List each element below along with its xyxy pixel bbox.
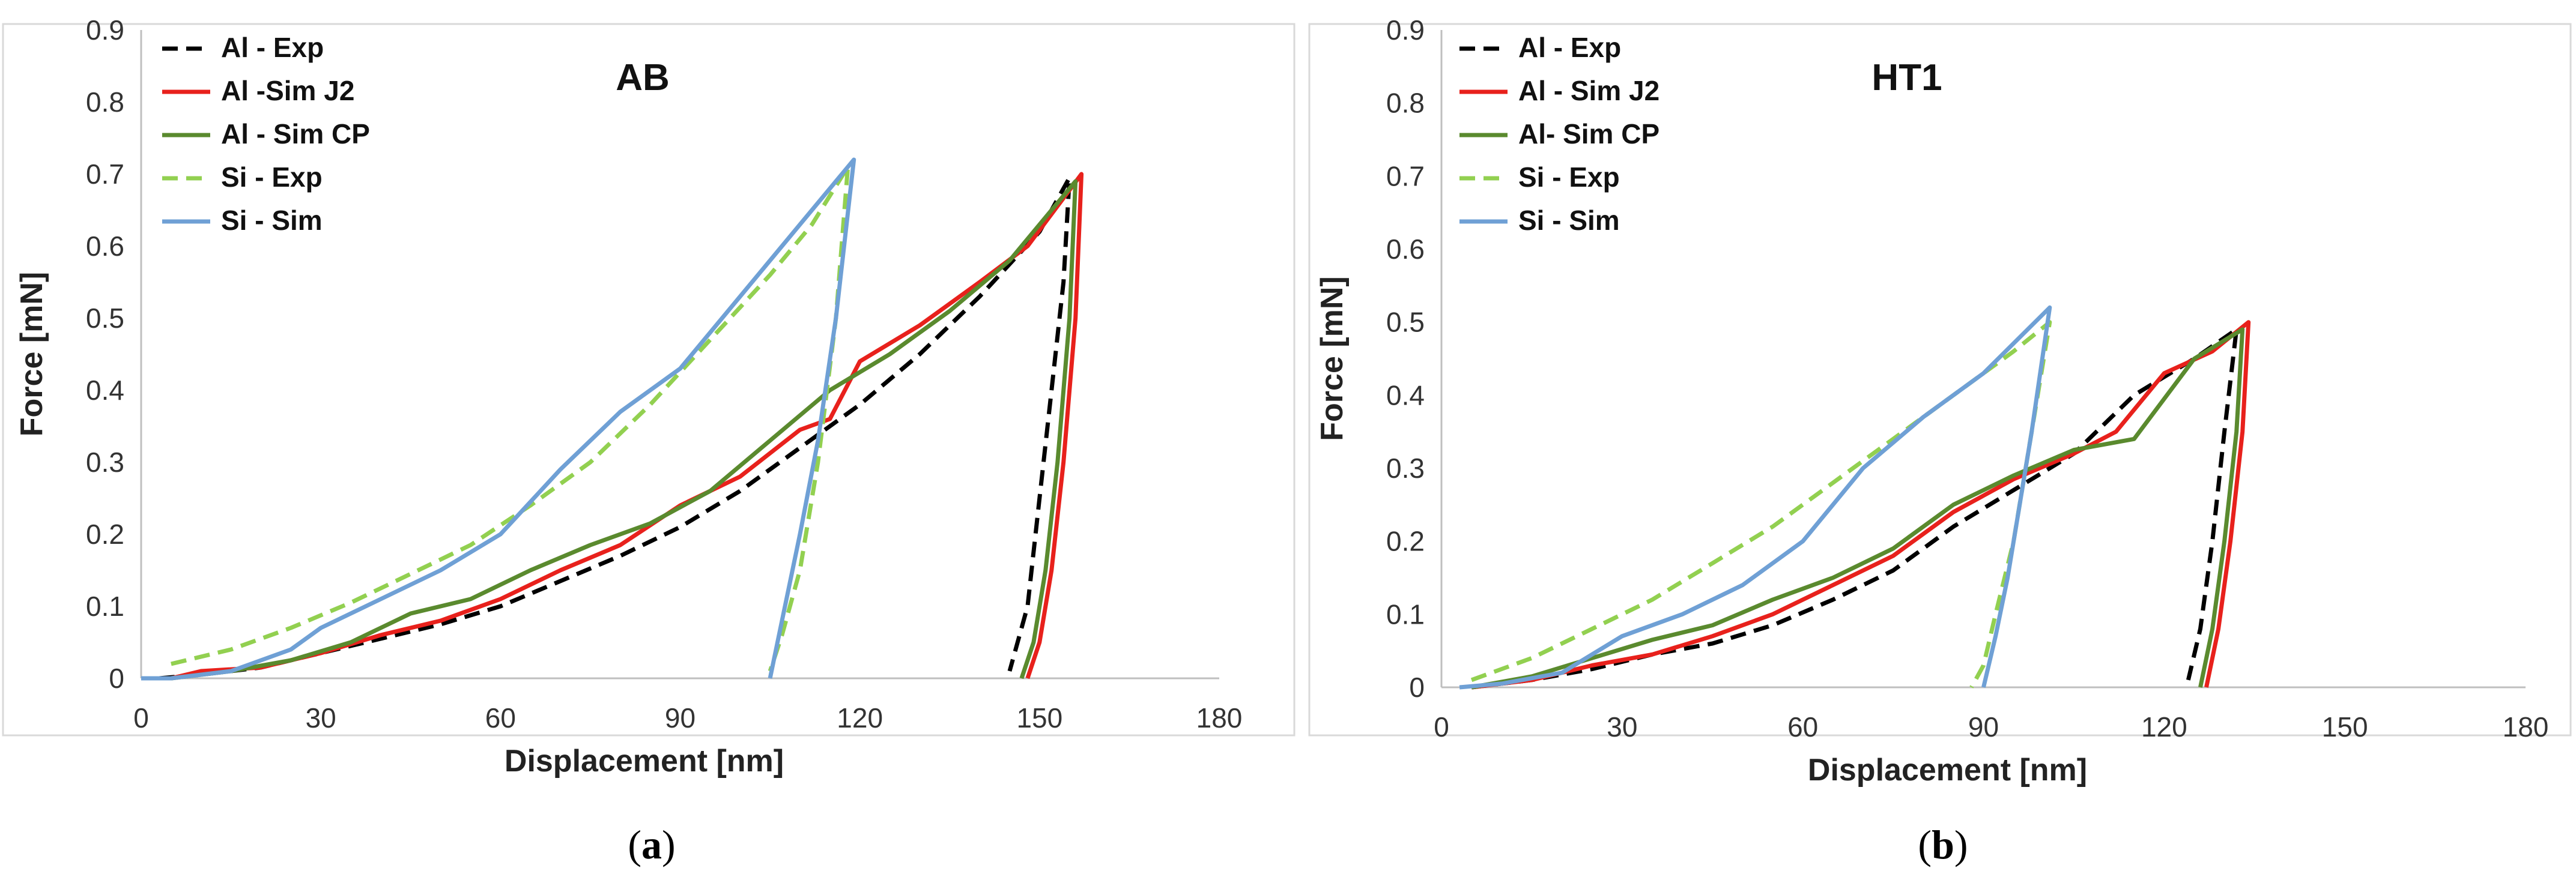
caption-letter: b xyxy=(1932,822,1954,867)
y-tick-label: 0.7 xyxy=(86,158,124,190)
y-tick-label: 0.6 xyxy=(86,231,124,262)
y-tick-label: 0.1 xyxy=(1386,598,1425,630)
legend-label: Si - Sim xyxy=(1518,205,1620,236)
x-tick-label: 180 xyxy=(2503,711,2549,743)
x-tick-label: 120 xyxy=(2141,711,2187,743)
y-tick-label: 0.3 xyxy=(86,447,124,478)
y-tick-label: 0.2 xyxy=(86,519,124,550)
legend-label: Al - Exp xyxy=(221,32,324,63)
y-tick-label: 0.5 xyxy=(86,303,124,334)
x-tick-label: 30 xyxy=(1607,711,1637,743)
y-tick-label: 0.3 xyxy=(1386,453,1425,484)
chart-panel-b: 0 0.1 0.2 0.3 0.4 0.5 0.6 0.7 0.8 0.9 0 30 60 90 120 15… xyxy=(1308,14,2572,867)
y-tick-label: 0.7 xyxy=(1386,160,1425,191)
y-tick-label: 0 xyxy=(1409,672,1425,703)
series-line-2 xyxy=(1471,320,2251,690)
chart-frame xyxy=(1308,23,2572,737)
figure-caption: (b) xyxy=(1918,822,1968,867)
series-line-5 xyxy=(1459,305,2052,690)
x-axis-title: Displacement [nm] xyxy=(505,744,784,779)
x-tick-label: 180 xyxy=(1196,702,1243,734)
x-tick-label: 30 xyxy=(306,702,336,734)
legend-label: Al - Sim J2 xyxy=(1518,75,1659,106)
y-tick-label: 0.9 xyxy=(1386,14,1425,46)
x-tick-label: 90 xyxy=(1968,711,1999,743)
chart-panel-a: 0 0.1 0.2 0.3 0.4 0.5 0.6 0.7 0.8 0.9 0 30 60 90 120 15… xyxy=(2,14,1296,867)
y-tick-label: 0.2 xyxy=(1386,526,1425,557)
x-tick-label: 150 xyxy=(1016,702,1062,734)
x-tick-label: 60 xyxy=(1787,711,1818,743)
legend-label: Al - Exp xyxy=(1518,32,1621,63)
series-line-4 xyxy=(1470,320,2052,689)
series-line-3 xyxy=(1471,327,2245,690)
legend: Al - Exp Al -Sim J2 Al - Sim CP Si - Exp Si … xyxy=(162,32,370,236)
panel-title: HT1 xyxy=(1871,57,1942,98)
legend-label: Al -Sim J2 xyxy=(221,75,354,106)
x-tick-label: 0 xyxy=(1434,711,1449,743)
legend-label: Al- Sim CP xyxy=(1518,118,1659,149)
y-tick-label: 0.4 xyxy=(1386,379,1425,411)
series-group xyxy=(141,157,1084,681)
y-tick-label: 0.6 xyxy=(1386,234,1425,265)
chart-frame xyxy=(2,23,1296,737)
y-tick-label: 0.4 xyxy=(86,375,124,406)
legend: Al - Exp Al - Sim J2 Al- Sim CP Si - Exp Si … xyxy=(1459,32,1659,236)
legend-label: Si - Exp xyxy=(221,161,323,193)
x-tick-label: 120 xyxy=(837,702,883,734)
legend-label: Al - Sim CP xyxy=(221,118,370,149)
y-tick-label: 0.9 xyxy=(86,14,124,46)
x-tick-label: 150 xyxy=(2322,711,2368,743)
y-tick-label: 0 xyxy=(109,663,124,694)
x-tick-label: 90 xyxy=(665,702,696,734)
legend-label: Si - Sim xyxy=(221,205,323,236)
caption-letter: a xyxy=(641,822,662,867)
y-tick-label: 0.1 xyxy=(86,591,124,622)
series-line-2 xyxy=(171,172,1084,681)
series-line-4 xyxy=(171,164,850,672)
legend-label: Si - Exp xyxy=(1518,161,1620,193)
x-axis-title: Displacement [nm] xyxy=(1808,753,2087,788)
y-axis-title: Force [mN] xyxy=(1315,276,1350,441)
series-group xyxy=(1459,305,2251,690)
series-line-5 xyxy=(141,157,856,681)
x-tick-label: 0 xyxy=(133,702,149,734)
y-tick-label: 0.5 xyxy=(1386,307,1425,338)
y-tick-label: 0.8 xyxy=(1386,88,1425,119)
y-axis-title: Force [mN] xyxy=(14,272,49,436)
figure-caption: (a) xyxy=(628,822,675,867)
series-line-3 xyxy=(171,179,1078,681)
x-tick-label: 60 xyxy=(485,702,516,734)
panel-title: AB xyxy=(616,57,670,98)
y-tick-label: 0.8 xyxy=(86,86,124,118)
